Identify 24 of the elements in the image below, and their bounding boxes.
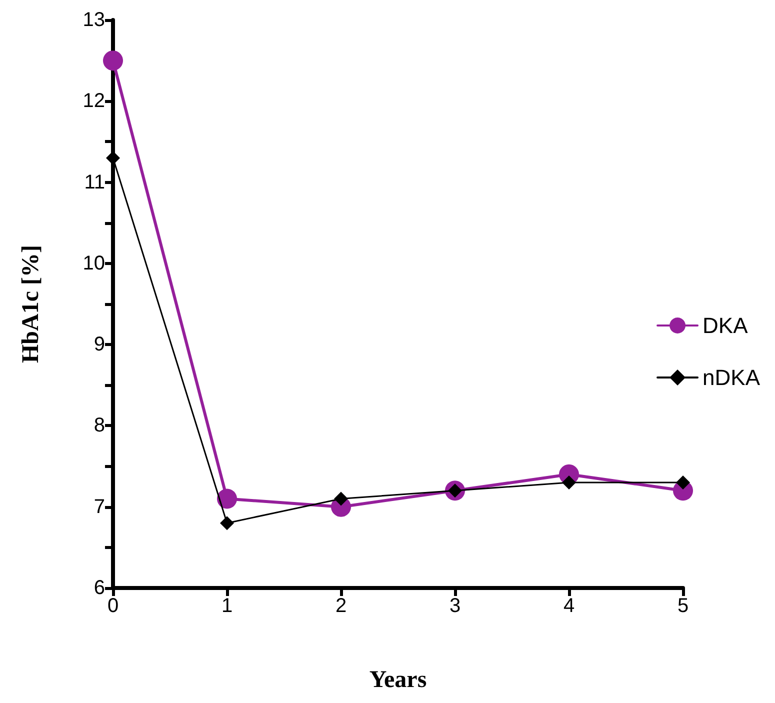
- point: [217, 488, 237, 509]
- point: [676, 476, 690, 490]
- x-tick-label: 0: [107, 595, 119, 617]
- point: [103, 50, 123, 71]
- y-tick-label: 11: [84, 171, 105, 194]
- y-tick-label: 8: [94, 414, 105, 437]
- x-tick-label: 5: [677, 595, 689, 617]
- point: [562, 476, 576, 490]
- y-tick-label: 9: [94, 334, 105, 356]
- x-tick-label: 4: [563, 595, 575, 617]
- y-tick-label: 6: [94, 577, 105, 599]
- y-tick-label: 12: [82, 90, 105, 112]
- y-axis-title: HbA1c [%]: [18, 245, 44, 363]
- y-tick-label: 13: [82, 9, 105, 31]
- x-tick-label: 3: [449, 595, 461, 617]
- point: [334, 492, 348, 506]
- legend-label: DKA: [702, 313, 748, 338]
- y-tick-label: 7: [94, 496, 105, 518]
- y-tick-label: 10: [82, 252, 105, 274]
- legend-label: nDKA: [702, 365, 760, 390]
- x-tick-label: 2: [335, 595, 347, 617]
- x-axis-title: Years: [369, 667, 427, 693]
- x-tick-label: 1: [221, 595, 233, 617]
- point: [220, 516, 234, 530]
